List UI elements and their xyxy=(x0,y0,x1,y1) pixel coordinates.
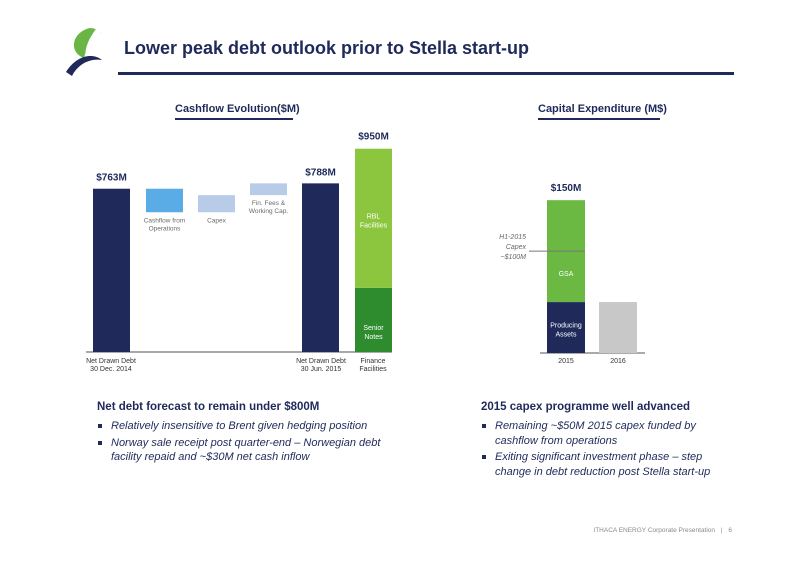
right-bullet-2: Exiting significant investment phase – s… xyxy=(481,450,741,479)
cashflow-heading: Cashflow Evolution($M) xyxy=(175,103,300,115)
right-bullet-1: Remaining ~$50M 2015 capex funded by cas… xyxy=(481,419,741,448)
waterfall-bar xyxy=(198,195,235,213)
waterfall-inner-label: Cashflow from xyxy=(144,217,186,224)
waterfall-x-label: Finance xyxy=(361,358,386,365)
waterfall-bar xyxy=(250,183,287,196)
capex-x-label: 2015 xyxy=(558,358,574,365)
capex-annotation-text: Capex xyxy=(506,244,527,251)
waterfall-x-label: Net Drawn Debt xyxy=(86,358,136,365)
waterfall-inner-label: Operations xyxy=(149,225,182,232)
left-bullet-1: Relatively insensitive to Brent given he… xyxy=(97,419,407,434)
finance-facility-segment xyxy=(355,287,392,352)
waterfall-inner-label: Fin. Fees & xyxy=(252,200,286,207)
leaf-logo-icon xyxy=(66,24,104,76)
cashflow-heading-underline xyxy=(175,118,293,120)
capex-bar-segment xyxy=(599,302,637,353)
slide-title: Lower peak debt outlook prior to Stella … xyxy=(124,38,530,58)
waterfall-x-label: 30 Jun. 2015 xyxy=(301,366,342,373)
left-bullet-2: Norway sale receipt post quarter-end – N… xyxy=(97,436,407,465)
waterfall-x-label: 30 Dec. 2014 xyxy=(90,366,132,373)
right-bullets-title: 2015 capex programme well advanced xyxy=(481,401,691,413)
capex-annotation-text: ~$100M xyxy=(501,254,527,261)
waterfall-value-label: $788M xyxy=(305,167,336,178)
capex-segment-label: Producing xyxy=(550,323,582,330)
waterfall-x-label: Facilities xyxy=(359,366,387,373)
page-number: 6 xyxy=(728,527,732,534)
footer-company: ITHACA ENERGY Corporate Presentation xyxy=(593,527,716,534)
waterfall-x-label: Net Drawn Debt xyxy=(296,358,346,365)
finance-segment-label: Notes xyxy=(364,334,383,341)
title-divider xyxy=(118,72,734,75)
right-bullet-list: Remaining ~$50M 2015 capex funded by cas… xyxy=(481,419,741,481)
capex-stacked-chart: Producing Assets GSA $150M 2015 2016 H1-2015 Ca… xyxy=(499,183,645,365)
capex-heading: Capital Expenditure (M$) xyxy=(538,103,667,115)
capex-segment-label: GSA xyxy=(559,271,574,278)
waterfall-inner-label: Working Cap. xyxy=(249,208,288,215)
capex-total-label: $150M xyxy=(551,183,582,194)
capex-segment-label: Assets xyxy=(555,332,577,339)
left-bullet-list: Relatively insensitive to Brent given he… xyxy=(97,419,407,467)
waterfall-inner-label: Capex xyxy=(207,217,227,224)
capex-annotation-text: H1-2015 xyxy=(499,234,526,241)
footer-separator: | xyxy=(720,527,723,534)
waterfall-bar xyxy=(93,188,130,352)
finance-segment-label: RBL xyxy=(367,214,381,221)
finance-segment-label: Senior xyxy=(363,325,384,332)
capex-bar-segment xyxy=(547,302,585,353)
waterfall-value-label: $763M xyxy=(96,173,127,184)
waterfall-bar xyxy=(302,183,339,352)
finance-facility-segment xyxy=(355,148,392,288)
waterfall-bar xyxy=(146,188,183,213)
finance-segment-label: Facilities xyxy=(360,223,388,230)
footer: ITHACA ENERGY Corporate Presentation | 6 xyxy=(593,527,732,534)
finance-total-label: $950M xyxy=(358,132,389,143)
capex-x-label: 2016 xyxy=(610,358,626,365)
left-bullets-title: Net debt forecast to remain under $800M xyxy=(97,401,320,413)
capex-heading-underline xyxy=(538,118,660,120)
